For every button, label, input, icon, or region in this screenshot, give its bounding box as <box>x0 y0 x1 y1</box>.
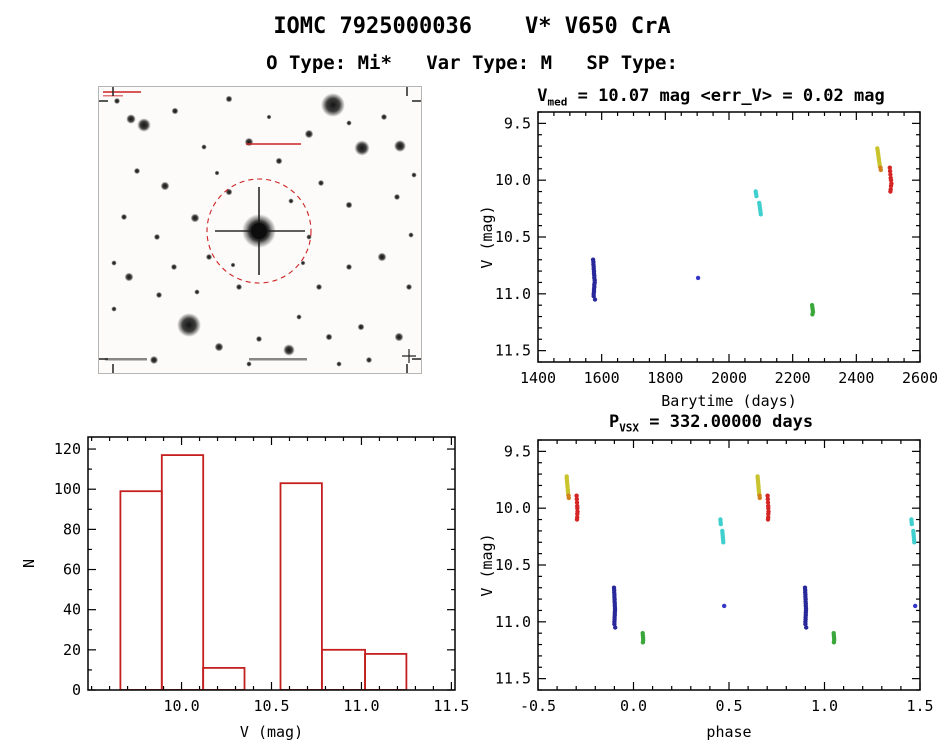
svg-text:120: 120 <box>54 440 81 458</box>
lightcurve-title-subscript: med <box>547 95 568 109</box>
plot-frame <box>537 111 921 363</box>
svg-text:0.5: 0.5 <box>715 697 742 715</box>
svg-text:100: 100 <box>54 480 81 498</box>
data-points <box>564 474 918 645</box>
target-star <box>215 187 305 275</box>
svg-text:V (mag): V (mag) <box>478 205 496 268</box>
lightcurve-chart: 1400 1600 1800 2000 2200 2400 2600 9.5 10.0 10.5 1… <box>478 111 938 410</box>
data-points <box>590 146 894 317</box>
svg-text:1800: 1800 <box>647 369 683 387</box>
svg-text:10.0: 10.0 <box>495 171 531 189</box>
starfield-image <box>98 86 422 374</box>
svg-text:1.5: 1.5 <box>906 697 933 715</box>
finder-chart <box>98 86 422 374</box>
svg-text:-0.5: -0.5 <box>520 697 556 715</box>
svg-text:0: 0 <box>72 681 81 699</box>
magnitude-histogram-chart: 10.0 10.5 11.0 11.5 0 20 40 60 80 100 120 V (mag) N <box>20 436 469 741</box>
axis-ticks: -0.5 0.0 0.5 1.0 1.5 9.5 10.0 10.5 11.0 11.5 <box>495 439 934 715</box>
phase-title-value: = 332.00000 days <box>639 412 814 432</box>
svg-text:2200: 2200 <box>775 369 811 387</box>
svg-text:1.0: 1.0 <box>811 697 838 715</box>
svg-text:80: 80 <box>63 520 81 538</box>
fiducial-cross <box>402 349 416 363</box>
svg-text:10.5: 10.5 <box>495 228 531 246</box>
plot-frame <box>537 439 921 691</box>
svg-text:9.5: 9.5 <box>504 442 531 460</box>
page-title: IOMC 7925000036 V* V650 CrA <box>273 14 671 39</box>
plot-frame <box>87 436 456 691</box>
svg-text:V (mag): V (mag) <box>240 723 303 741</box>
lightcurve-title-value: = 10.07 mag <err_V> = 0.02 mag <box>567 86 885 106</box>
svg-text:2000: 2000 <box>711 369 747 387</box>
phase-plot-title: PVSX = 332.00000 days <box>478 412 944 434</box>
svg-text:11.5: 11.5 <box>495 670 531 688</box>
svg-text:11.5: 11.5 <box>433 697 469 715</box>
svg-text:1600: 1600 <box>584 369 620 387</box>
svg-text:0.0: 0.0 <box>620 697 647 715</box>
target-circle <box>206 178 312 284</box>
svg-text:60: 60 <box>63 561 81 579</box>
svg-text:11.0: 11.0 <box>495 285 531 303</box>
axis-ticks: 10.0 10.5 11.0 11.5 0 20 40 60 80 100 120 <box>54 437 469 715</box>
svg-text:2600: 2600 <box>902 369 938 387</box>
phase-title-symbol: P <box>608 412 620 432</box>
lightcurve-title: Vmed = 10.07 mag <err_V> = 0.02 mag <box>478 86 944 108</box>
svg-text:10.0: 10.0 <box>163 697 199 715</box>
svg-text:10.5: 10.5 <box>253 697 289 715</box>
svg-text:phase: phase <box>706 723 751 741</box>
svg-text:9.5: 9.5 <box>504 114 531 132</box>
svg-text:11.5: 11.5 <box>495 342 531 360</box>
object-type-line: O Type: Mi* Var Type: M SP Type: <box>266 52 678 74</box>
svg-text:1400: 1400 <box>520 369 556 387</box>
svg-text:20: 20 <box>63 641 81 659</box>
svg-text:11.0: 11.0 <box>343 697 379 715</box>
svg-text:N: N <box>20 559 38 568</box>
histogram-bars <box>119 454 408 690</box>
phase-folded-chart: -0.5 0.0 0.5 1.0 1.5 9.5 10.0 10.5 11.0 11.5 phase… <box>478 439 934 741</box>
svg-text:Barytime (days): Barytime (days) <box>661 392 796 410</box>
svg-text:11.0: 11.0 <box>495 613 531 631</box>
svg-text:2400: 2400 <box>838 369 874 387</box>
lightcurve-title-symbol: V <box>537 86 548 106</box>
fiducial-marks <box>99 87 421 373</box>
phase-title-subscript: VSX <box>619 421 640 435</box>
axis-ticks: 1400 1600 1800 2000 2200 2400 2600 9.5 10.0 10.5 1… <box>495 111 938 387</box>
svg-text:40: 40 <box>63 601 81 619</box>
svg-text:V (mag): V (mag) <box>478 533 496 596</box>
svg-text:10.0: 10.0 <box>495 499 531 517</box>
svg-text:10.5: 10.5 <box>495 556 531 574</box>
